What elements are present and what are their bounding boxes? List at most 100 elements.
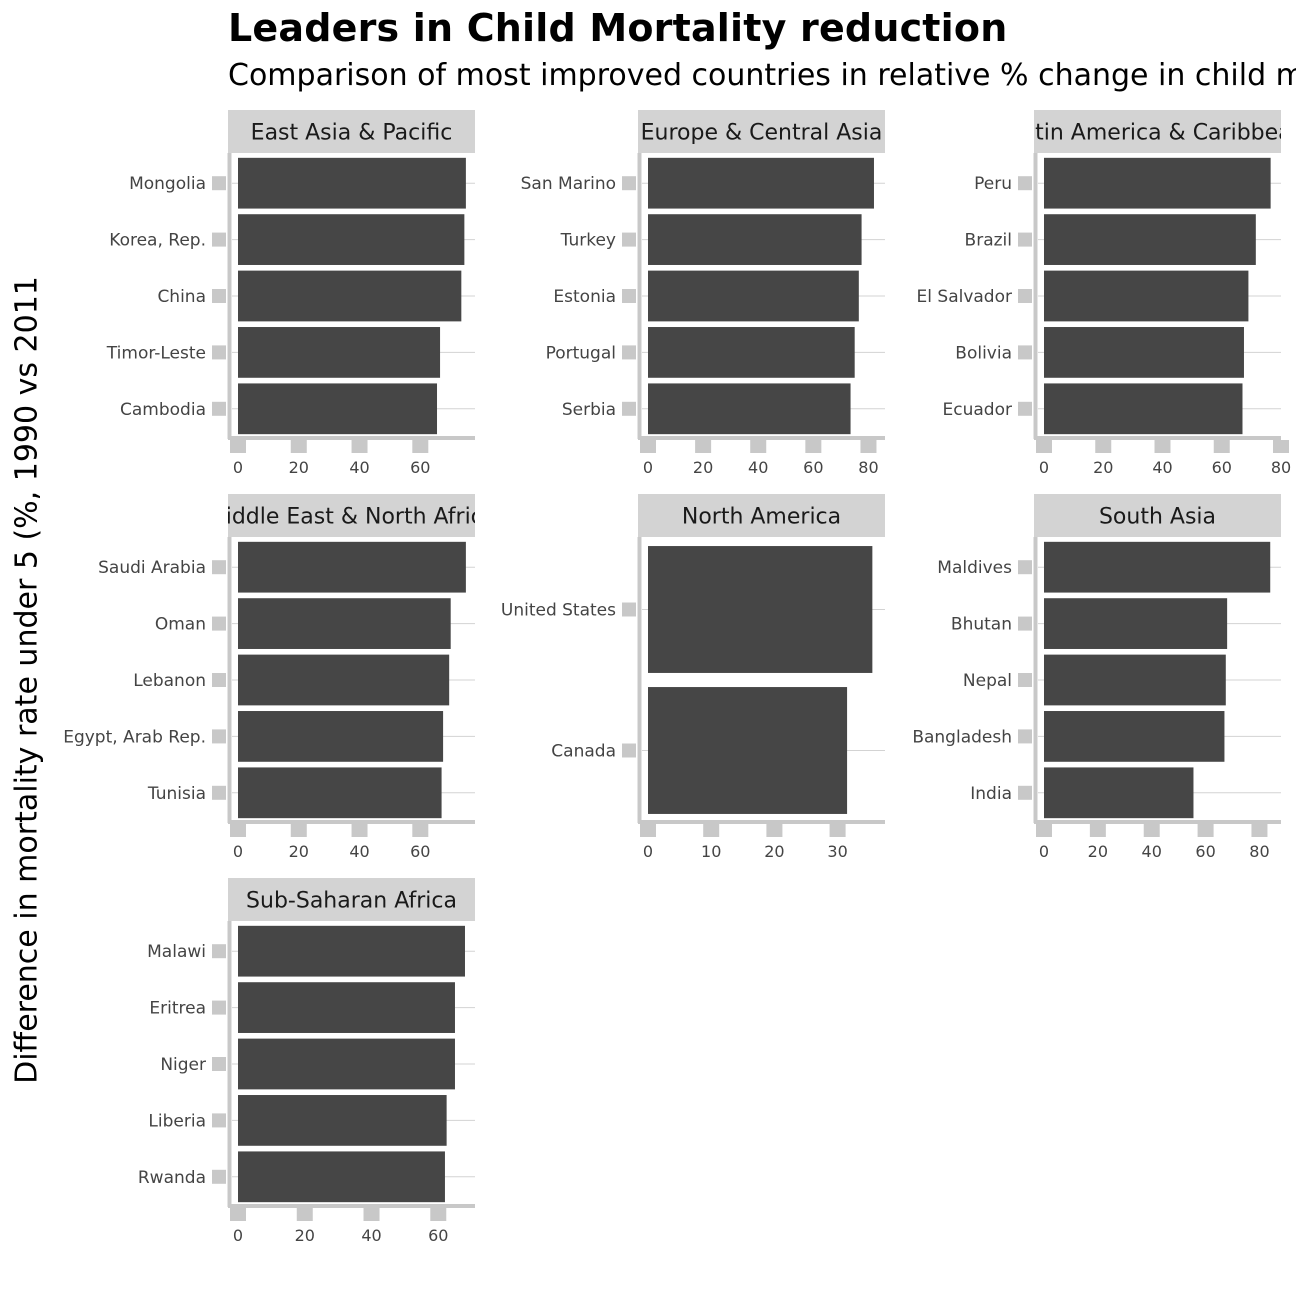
category-label-saudi-arabia: Saudi Arabia	[98, 558, 206, 578]
category-label-timor-leste: Timor-Leste	[106, 343, 206, 363]
x-tick	[1143, 824, 1160, 837]
x-tick	[230, 824, 246, 837]
bar-niger	[238, 1038, 455, 1090]
facet-strip	[638, 494, 885, 537]
x-tick	[640, 440, 656, 453]
x-tick-label: 60	[410, 842, 430, 861]
y-tick	[1018, 560, 1032, 575]
bar-serbia	[648, 383, 851, 435]
x-tick	[1197, 824, 1214, 837]
x-tick	[750, 440, 767, 453]
facet-strip-label: Latin America & Caribbean	[1009, 121, 1296, 146]
x-tick-label: 20	[693, 458, 713, 477]
x-tick-label: 60	[1195, 842, 1215, 861]
x-tick-label: 0	[1039, 458, 1049, 477]
facet-panel-east-asia-pacific: East Asia & Pacific Mongolia Korea, Rep. Ch…	[106, 110, 475, 477]
category-label-oman: Oman	[155, 615, 206, 635]
bar-china	[238, 270, 462, 322]
x-tick-label: 40	[748, 458, 768, 477]
category-label-rwanda: Rwanda	[138, 1168, 206, 1188]
x-tick-label: 20	[295, 1226, 315, 1245]
bar-cambodia	[238, 383, 438, 435]
facet-strip	[228, 494, 475, 537]
category-label-niger: Niger	[160, 1055, 206, 1075]
x-tick	[1095, 440, 1112, 453]
category-label-malawi: Malawi	[147, 942, 206, 962]
x-tick-label: 20	[289, 458, 309, 477]
y-tick	[622, 345, 636, 360]
x-tick	[703, 824, 720, 837]
x-tick-label: 20	[1093, 458, 1113, 477]
bar-saudi-arabia	[238, 541, 466, 593]
y-tick	[212, 1000, 226, 1015]
x-tick	[290, 824, 307, 837]
y-tick	[212, 345, 226, 360]
y-tick	[1018, 729, 1032, 744]
y-tick	[622, 176, 636, 191]
bar-mongolia	[238, 157, 466, 209]
bar-el-salvador	[1044, 270, 1249, 322]
y-tick	[1018, 785, 1032, 800]
facet-strip	[638, 110, 885, 153]
bar-timor-leste	[238, 327, 441, 378]
bar-estonia	[648, 270, 859, 322]
facet-panel-europe-central-asia: Europe & Central Asia San Marino Turkey Est…	[521, 110, 885, 477]
category-label-bhutan: Bhutan	[951, 615, 1012, 635]
x-tick	[695, 440, 712, 453]
bar-turkey	[648, 214, 862, 265]
x-tick-label: 40	[361, 1226, 381, 1245]
category-label-tunisia: Tunisia	[147, 784, 206, 804]
category-label-turkey: Turkey	[560, 231, 616, 251]
category-label-united-states: United States	[501, 601, 616, 621]
x-tick-label: 0	[1039, 842, 1049, 861]
x-tick-label: 0	[233, 458, 243, 477]
y-tick	[622, 743, 636, 758]
bar-lebanon	[238, 654, 450, 706]
y-tick	[212, 1169, 226, 1184]
y-tick	[212, 176, 226, 191]
x-tick-label: 0	[233, 1226, 243, 1245]
x-tick-label: 60	[428, 1226, 448, 1245]
bar-liberia	[238, 1095, 447, 1146]
x-tick	[1273, 440, 1289, 453]
x-tick-label: 40	[1142, 842, 1162, 861]
y-tick	[212, 944, 226, 959]
category-label-ecuador: Ecuador	[943, 400, 1012, 420]
bar-malawi	[238, 925, 465, 977]
x-tick-label: 10	[701, 842, 721, 861]
facet-panel-latin-america-caribbean: Latin America & Caribbean Peru Brazil El Sa…	[917, 110, 1296, 477]
x-tick-label: 60	[410, 458, 430, 477]
category-label-india: India	[970, 784, 1012, 804]
category-label-egypt-arab-rep: Egypt, Arab Rep.	[63, 727, 206, 747]
category-label-peru: Peru	[974, 174, 1012, 194]
bar-canada	[648, 687, 848, 814]
facet-strip-label: Sub-Saharan Africa	[246, 889, 457, 914]
y-tick	[622, 232, 636, 247]
x-tick-label: 20	[764, 842, 784, 861]
category-label-brazil: Brazil	[965, 231, 1012, 251]
x-tick-label: 20	[1088, 842, 1108, 861]
bar-brazil	[1044, 214, 1256, 265]
bar-rwanda	[238, 1151, 445, 1203]
x-tick	[1089, 824, 1106, 837]
facet-panel-sub-saharan-africa: Sub-Saharan Africa Malawi Eritrea Niger Libe…	[138, 878, 475, 1245]
x-tick-label: 0	[643, 842, 653, 861]
facet-strip-label: Middle East & North Africa	[207, 505, 497, 530]
bar-san-marino	[648, 157, 874, 209]
y-tick	[622, 602, 636, 617]
x-tick	[230, 1208, 246, 1221]
y-tick	[212, 616, 226, 631]
x-tick	[230, 440, 246, 453]
bar-nepal	[1044, 654, 1226, 706]
category-label-lebanon: Lebanon	[133, 671, 206, 691]
y-tick	[212, 289, 226, 303]
bar-ecuador	[1044, 383, 1243, 435]
x-tick	[412, 440, 429, 453]
x-tick-label: 60	[803, 458, 823, 477]
bar-portugal	[648, 327, 855, 378]
facet-strip-label: North America	[682, 505, 841, 530]
x-tick	[640, 824, 656, 837]
y-tick	[212, 729, 226, 744]
x-tick-label: 40	[349, 842, 369, 861]
facet-strip	[228, 110, 475, 153]
